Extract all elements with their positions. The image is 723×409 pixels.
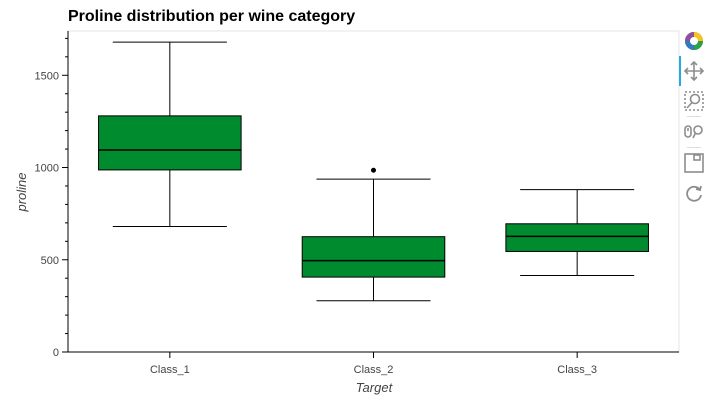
box-body: [301, 236, 446, 278]
toolbar-separator: [687, 147, 701, 148]
box-class-2: [301, 167, 446, 302]
bokeh-logo-icon[interactable]: [683, 30, 705, 52]
box-class-3: [505, 189, 649, 276]
y-tick-label: 500: [41, 255, 59, 267]
y-tick-label: 1500: [35, 70, 59, 82]
y-tick-label: 1000: [35, 163, 59, 175]
axes-layer: 0 500 1000 1500 Class_1 Class_2 Class_3: [35, 31, 679, 376]
box-body: [98, 115, 242, 171]
save-icon[interactable]: [683, 152, 705, 174]
toolbar-separator: [687, 116, 701, 117]
pan-icon[interactable]: [683, 60, 705, 82]
x-axis-label: Target: [356, 380, 394, 395]
x-tick-label: Class_1: [150, 364, 190, 376]
boxes-layer: [98, 41, 649, 302]
x-tick-label: Class_3: [557, 364, 597, 376]
chart-title: Proline distribution per wine category: [68, 8, 356, 25]
box-class-1: [98, 41, 242, 228]
box-body: [505, 223, 649, 252]
y-axis-label: proline: [14, 172, 29, 212]
x-tick-label: Class_2: [354, 364, 394, 376]
outlier-point: [371, 167, 376, 173]
box-zoom-icon[interactable]: [683, 90, 705, 112]
y-tick-label: 0: [53, 347, 59, 359]
active-tool-indicator: [679, 56, 681, 86]
reset-icon[interactable]: [683, 183, 705, 205]
wheel-zoom-icon[interactable]: [683, 121, 705, 143]
